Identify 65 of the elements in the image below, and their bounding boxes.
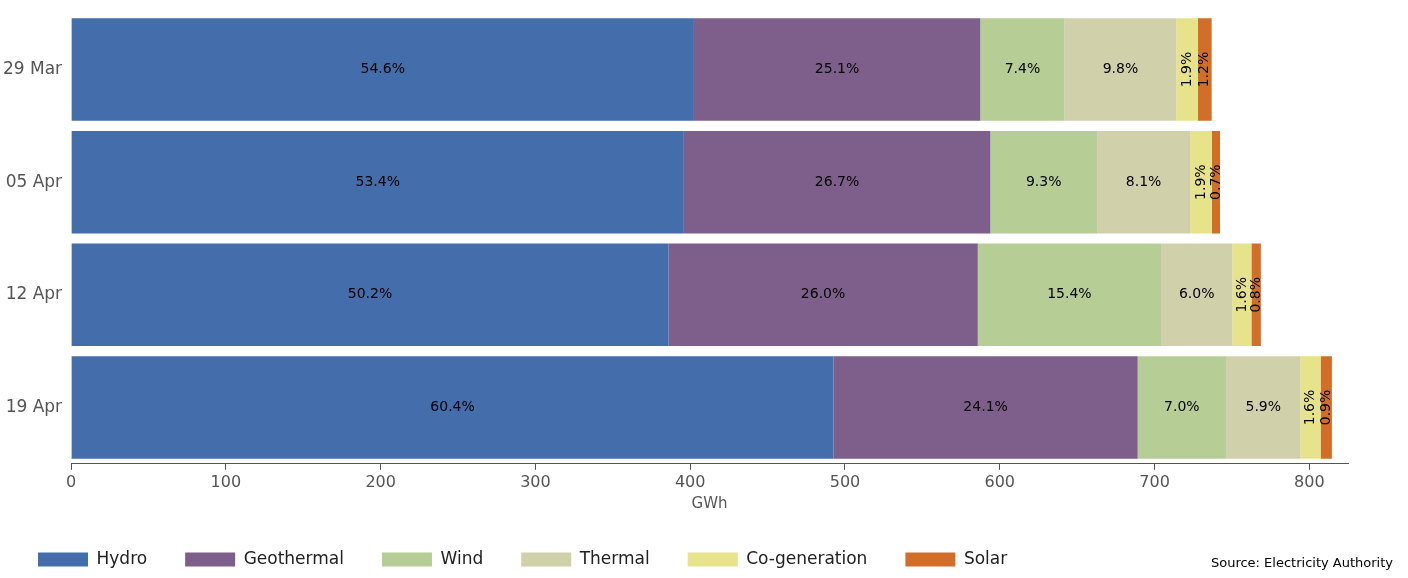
x-tick-label: 800	[1294, 471, 1325, 491]
bar	[693, 18, 981, 121]
annotation: 5.9%	[1245, 398, 1282, 415]
annotation: 54.6%	[360, 60, 406, 77]
legend-label: Geothermal	[243, 547, 344, 568]
bar	[71, 18, 694, 121]
bar	[1300, 356, 1321, 459]
legend-label: Hydro	[96, 547, 148, 568]
annotation: 1.6%	[1301, 389, 1318, 426]
annotation: 1.9%	[1177, 51, 1194, 88]
annotation: 9.8%	[1102, 60, 1139, 77]
y-tick-label: 12 Apr	[5, 283, 63, 304]
bar	[683, 130, 991, 234]
x-tick-label: 200	[365, 471, 396, 491]
annotation: 50.2%	[347, 285, 393, 302]
x-tick-label: 500	[829, 471, 861, 491]
bar	[977, 243, 1162, 347]
x-tick-label: 0	[66, 471, 77, 491]
bar	[668, 243, 978, 347]
annotation: 26.0%	[800, 285, 846, 302]
x-axis-title: GWh	[691, 493, 728, 512]
bar	[1226, 356, 1301, 459]
annotation: 60.4%	[430, 398, 475, 415]
annotation: 7.4%	[1004, 60, 1041, 77]
annotation: 0.7%	[1206, 164, 1223, 200]
x-tick-label: 300	[520, 471, 551, 491]
annotation: 0.9%	[1316, 389, 1333, 426]
annotation: 6.0%	[1178, 285, 1215, 302]
bar	[71, 243, 669, 347]
annotation: 1.9%	[1191, 164, 1208, 200]
annotation: 25.1%	[814, 60, 860, 77]
source-note: Source: Electricity Authority	[1210, 554, 1394, 570]
bar	[1161, 243, 1233, 347]
bar	[71, 130, 684, 234]
annotation: 0.8%	[1246, 277, 1263, 313]
annotation: 7.0%	[1164, 398, 1200, 415]
bar	[1176, 18, 1199, 121]
annotation: 15.4%	[1047, 285, 1092, 302]
annotation: 26.7%	[814, 172, 860, 189]
legend-label: Solar	[963, 547, 1008, 568]
annotation: 1.6%	[1232, 277, 1249, 313]
bar	[833, 356, 1138, 459]
x-tick-label: 100	[210, 471, 242, 491]
annotation: 9.3%	[1025, 172, 1062, 189]
legend-label: Thermal	[578, 547, 650, 568]
bar	[1190, 130, 1212, 234]
bar	[1198, 18, 1212, 121]
bar	[980, 18, 1065, 121]
y-tick-label: 05 Apr	[5, 170, 63, 191]
annotation: 24.1%	[963, 398, 1008, 415]
annotation: 1.2%	[1195, 51, 1212, 88]
annotation: 8.1%	[1125, 172, 1162, 189]
annotation: 53.4%	[355, 172, 400, 189]
x-tick-label: 600	[984, 471, 1016, 491]
bar	[1137, 356, 1227, 459]
bar	[990, 130, 1098, 234]
y-tick-label: 29 Mar	[2, 57, 63, 78]
y-tick-label: 19 Apr	[5, 395, 63, 416]
bar	[71, 356, 834, 459]
bar	[1097, 130, 1191, 234]
x-tick-label: 400	[674, 471, 706, 491]
legend-label: Co-generation	[746, 547, 868, 568]
legend-label: Wind	[440, 547, 484, 568]
x-tick-label: 700	[1139, 471, 1170, 491]
bar	[1064, 18, 1177, 121]
